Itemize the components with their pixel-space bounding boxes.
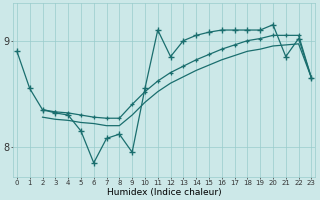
X-axis label: Humidex (Indice chaleur): Humidex (Indice chaleur) (107, 188, 221, 197)
